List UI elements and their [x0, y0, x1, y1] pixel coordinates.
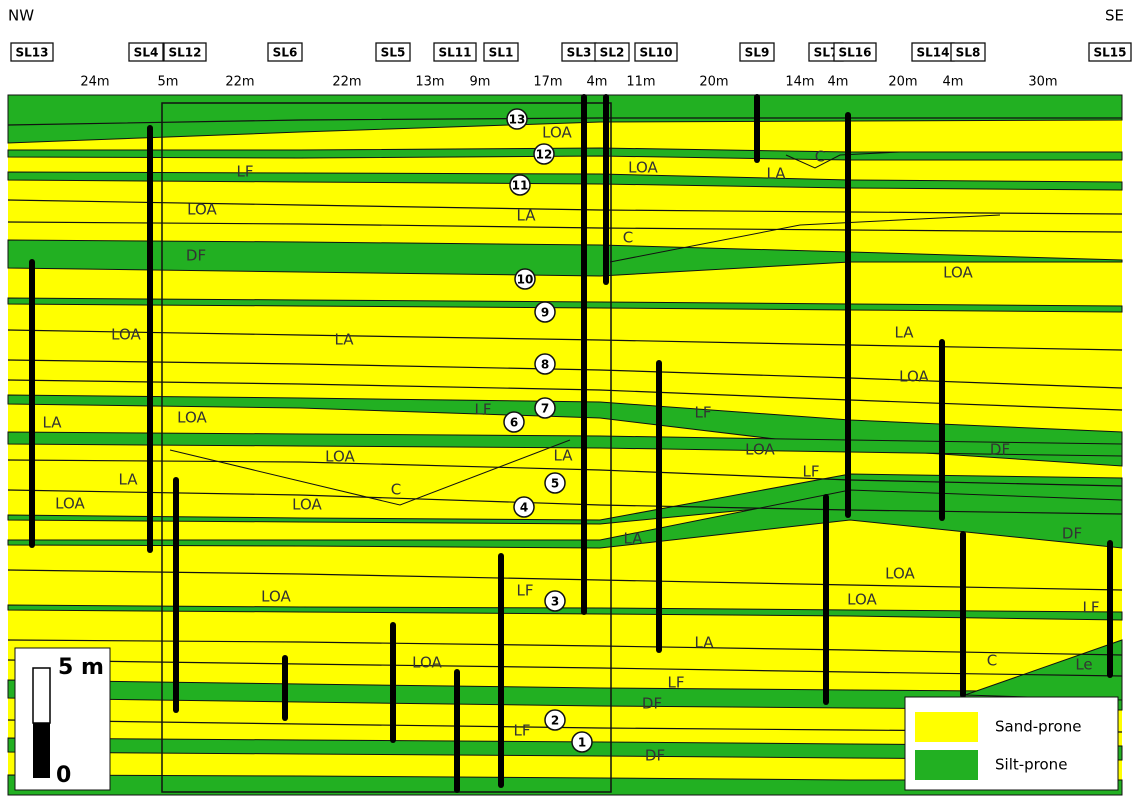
spacing-label: 4m — [587, 75, 608, 90]
facies-label: LOA — [412, 654, 442, 672]
bed-number: 2 — [551, 714, 559, 728]
well-label: SL2 — [600, 46, 625, 60]
bed-number: 4 — [520, 501, 528, 515]
facies-label: LA — [517, 207, 537, 225]
facies-label: C — [623, 229, 633, 247]
facies-label: LA — [554, 447, 574, 465]
facies-label: LF — [1083, 599, 1100, 617]
cross-section: NW SE SL13 SL4 SL12 SL6 SL5 SL11 SL1 SL3 SL2 SL10… — [0, 0, 1132, 800]
scale-bottom-label: 0 — [56, 763, 71, 788]
bed-number: 7 — [541, 402, 549, 416]
well-label: SL3 — [567, 46, 592, 60]
spacing-label: 4m — [828, 75, 849, 90]
facies-label: LF — [237, 163, 254, 181]
facies-label: C — [391, 481, 401, 499]
facies-label: LF — [517, 582, 534, 600]
facies-label: LOA — [325, 448, 355, 466]
bed-number: 9 — [541, 306, 549, 320]
well-label: SL16 — [839, 46, 872, 60]
facies-label: LA — [43, 414, 63, 432]
bed-number: 3 — [551, 595, 559, 609]
facies-label: Le — [1075, 656, 1092, 674]
facies-label: LOA — [292, 496, 322, 514]
facies-label: LOA — [847, 591, 877, 609]
well-label: SL9 — [745, 46, 770, 60]
facies-label: LF — [668, 674, 685, 692]
facies-label: DF — [642, 695, 662, 713]
facies-label: LOA — [885, 565, 915, 583]
facies-label: LOA — [745, 441, 775, 459]
bed-number: 13 — [509, 113, 526, 127]
legend-label: Sand-prone — [995, 718, 1081, 736]
facies-label: DF — [990, 441, 1010, 459]
facies-label: C — [987, 652, 997, 670]
legend-swatch — [915, 712, 978, 742]
facies-label: DF — [645, 747, 665, 765]
facies-label: LF — [803, 463, 820, 481]
bed-number: 10 — [517, 273, 534, 287]
facies-label: LA — [695, 634, 715, 652]
well-label: SL11 — [439, 46, 472, 60]
facies-label: LOA — [187, 201, 217, 219]
facies-label: LA — [335, 331, 355, 349]
facies-label: DF — [1062, 525, 1082, 543]
facies-label: LF — [475, 401, 492, 419]
spacing-label: 11m — [626, 75, 655, 90]
spacing-label: 20m — [699, 75, 728, 90]
facies-label: LOA — [261, 588, 291, 606]
scale-lower — [33, 723, 50, 778]
bed-number: 5 — [551, 477, 559, 491]
well-label: SL12 — [169, 46, 202, 60]
spacing-label: 4m — [943, 75, 964, 90]
bed-number: 12 — [536, 148, 553, 162]
facies-label: LA — [895, 324, 915, 342]
bed-number: 11 — [512, 179, 529, 193]
spacing-label: 13m — [415, 75, 444, 90]
facies-label: LOA — [943, 264, 973, 282]
well-label: SL10 — [640, 46, 673, 60]
bed-number: 8 — [541, 358, 549, 372]
well-label: SL15 — [1094, 46, 1127, 60]
facies-label: C — [815, 148, 825, 166]
facies-label: LOA — [177, 409, 207, 427]
spacing-label: 14m — [785, 75, 814, 90]
facies-label: LOA — [111, 326, 141, 344]
well-label: SL6 — [273, 46, 298, 60]
scale-top-label: 5 m — [58, 655, 104, 680]
spacing-label: 5m — [158, 75, 179, 90]
facies-label: LOA — [55, 495, 85, 513]
spacing-label: 9m — [470, 75, 491, 90]
spacing-label: 30m — [1028, 75, 1057, 90]
legend-swatch — [915, 750, 978, 780]
orientation-left: NW — [8, 7, 34, 25]
well-label: SL13 — [16, 46, 49, 60]
facies-label: LOA — [899, 368, 929, 386]
scale-upper — [33, 668, 50, 723]
facies-label: LF — [514, 722, 531, 740]
well-label: SL1 — [489, 46, 514, 60]
spacing-label: 22m — [225, 75, 254, 90]
spacing-label: 20m — [888, 75, 917, 90]
facies-label: LA — [119, 471, 139, 489]
well-label: SL8 — [956, 46, 981, 60]
spacing-label: 22m — [332, 75, 361, 90]
facies-label: DF — [186, 247, 206, 265]
facies-label: LOA — [542, 124, 572, 142]
spacing-label: 24m — [80, 75, 109, 90]
facies-label: LF — [695, 404, 712, 422]
spacing-label: 17m — [533, 75, 562, 90]
well-label: SL5 — [381, 46, 406, 60]
orientation-right: SE — [1105, 7, 1124, 25]
facies-label: LA — [624, 530, 644, 548]
facies-label: LA — [767, 165, 787, 183]
well-label: SL14 — [917, 46, 950, 60]
bed-number: 1 — [578, 736, 586, 750]
legend-label: Silt-prone — [995, 756, 1067, 774]
well-label: SL4 — [134, 46, 159, 60]
facies-label: LOA — [628, 159, 658, 177]
bed-number: 6 — [510, 416, 518, 430]
